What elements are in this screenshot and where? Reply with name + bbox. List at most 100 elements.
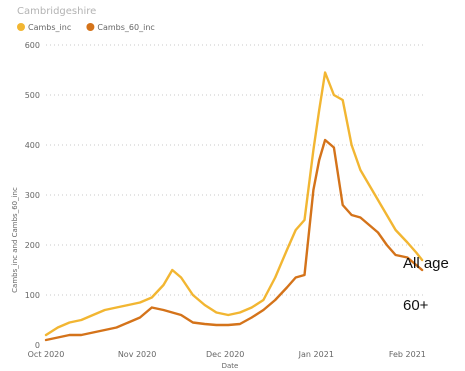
data-point-cambs-inc-2020-10-01	[45, 334, 47, 336]
annotations: All age 60+	[403, 255, 449, 314]
data-point-cambs-60-inc-2020-11-24	[203, 323, 206, 325]
data-point-cambs-60-inc-2020-11-02	[139, 316, 141, 319]
y-axis-label: Cambs_inc and Cambs_60_inc	[11, 187, 19, 293]
data-point-cambs-inc-2021-01-19	[368, 184, 371, 186]
data-point-cambs-inc-2021-02-01	[406, 241, 409, 244]
data-point-cambs-60-inc-2020-10-29	[127, 321, 130, 324]
series-line-cambs-inc	[44, 71, 424, 337]
data-point-cambs-60-inc-2020-12-10	[250, 316, 253, 319]
chart-legend: Cambs_inc Cambs_60_inc	[17, 23, 155, 32]
data-point-cambs-60-inc-2020-10-17	[92, 331, 94, 334]
data-point-cambs-60-inc-2020-10-09	[68, 334, 71, 336]
series-line-cambs-60-inc	[44, 138, 424, 342]
data-point-cambs-inc-2020-12-02	[227, 314, 230, 316]
data-point-cambs-inc-2020-12-10	[250, 306, 253, 309]
y-tick-label-100: 100	[25, 291, 40, 300]
x-tick-label-oct-2020: Oct 2020	[28, 350, 65, 359]
x-tick-label-nov-2020: Nov 2020	[118, 350, 157, 359]
data-point-cambs-inc-2020-10-09	[68, 321, 71, 324]
data-point-cambs-60-inc-2020-11-06	[150, 306, 153, 309]
data-point-cambs-inc-2021-01-04	[324, 71, 326, 74]
data-point-cambs-inc-2020-11-13	[171, 269, 174, 271]
data-point-cambs-60-inc-2021-01-07	[333, 146, 335, 149]
data-point-cambs-inc-2020-10-25	[115, 306, 118, 309]
series-lines	[44, 71, 424, 342]
data-point-cambs-60-inc-2021-01-13	[350, 214, 353, 216]
data-point-cambs-60-inc-2020-11-28	[215, 324, 218, 326]
data-point-cambs-inc-2020-11-10	[162, 284, 165, 286]
data-point-cambs-60-inc-2020-12-28	[303, 274, 306, 276]
data-point-cambs-60-inc-2021-01-28	[394, 254, 397, 256]
data-point-cambs-inc-2021-02-06	[421, 259, 423, 261]
data-point-cambs-60-inc-2020-10-01	[45, 339, 47, 341]
data-point-cambs-inc-2020-12-18	[274, 276, 277, 279]
y-tick-label-200: 200	[25, 241, 40, 250]
data-point-cambs-inc-2020-12-14	[262, 299, 265, 301]
data-point-cambs-inc-2021-01-13	[350, 144, 353, 146]
data-point-cambs-60-inc-2021-01-10	[341, 204, 344, 206]
data-point-cambs-inc-2020-11-06	[150, 296, 153, 299]
data-point-cambs-inc-2020-12-25	[294, 229, 297, 231]
y-tick-label-300: 300	[25, 191, 40, 200]
data-point-cambs-inc-2021-02-04	[415, 251, 418, 254]
data-point-cambs-inc-2021-01-28	[394, 229, 397, 231]
data-point-cambs-inc-2020-10-05	[56, 326, 59, 329]
data-point-cambs-60-inc-2020-11-13	[171, 311, 174, 314]
data-point-cambs-60-inc-2020-10-13	[80, 334, 83, 336]
data-point-cambs-60-inc-2021-01-04	[324, 139, 326, 141]
x-tick-label-dec-2020: Dec 2020	[206, 350, 244, 359]
data-point-cambs-60-inc-2021-02-06	[421, 269, 423, 271]
data-point-cambs-60-inc-2021-02-04	[415, 264, 418, 266]
data-point-cambs-60-inc-2021-01-16	[359, 216, 362, 219]
data-point-cambs-60-inc-2020-11-20	[192, 321, 194, 324]
data-point-cambs-inc-2020-11-20	[192, 294, 194, 296]
data-point-cambs-60-inc-2020-12-18	[274, 299, 277, 301]
data-point-cambs-inc-2020-12-28	[303, 219, 306, 221]
y-tick-label-0: 0	[35, 341, 40, 350]
data-point-cambs-60-inc-2020-12-31	[312, 189, 315, 191]
x-tick-label-jan-2021: Jan 2021	[298, 350, 334, 359]
data-point-cambs-60-inc-2020-10-21	[103, 329, 106, 331]
data-point-cambs-inc-2020-10-29	[127, 304, 130, 306]
chart-title: Cambridgeshire	[17, 6, 96, 17]
x-axis-ticks: Oct 2020 Nov 2020 Dec 2020 Jan 2021 Feb 2021	[28, 350, 426, 359]
data-point-cambs-inc-2020-11-16	[180, 276, 183, 279]
data-point-cambs-60-inc-2020-12-06	[239, 323, 241, 325]
data-point-cambs-60-inc-2020-11-10	[162, 309, 165, 311]
data-point-cambs-inc-2020-10-13	[80, 319, 83, 321]
x-axis-label: Date	[222, 362, 239, 370]
gridlines	[46, 44, 425, 296]
data-point-cambs-inc-2020-12-06	[239, 311, 241, 314]
data-point-cambs-60-inc-2021-02-01	[406, 256, 409, 259]
data-point-cambs-inc-2020-11-02	[139, 301, 141, 304]
data-point-cambs-60-inc-2021-01-02	[318, 159, 321, 161]
data-point-cambs-60-inc-2020-12-02	[227, 324, 230, 326]
data-point-cambs-inc-2021-01-16	[359, 169, 362, 171]
legend-label-cambs-inc: Cambs_inc	[28, 23, 71, 32]
y-axis-ticks: 0 100 200 300 400 500 600	[25, 41, 40, 350]
data-point-cambs-60-inc-2020-11-16	[180, 314, 183, 316]
annotation-all-age: All age	[403, 255, 449, 272]
data-point-cambs-inc-2020-11-28	[215, 311, 218, 314]
data-point-cambs-inc-2020-10-17	[92, 314, 94, 316]
legend-label-cambs-60-inc: Cambs_60_inc	[97, 23, 154, 32]
data-point-cambs-60-inc-2020-12-14	[262, 309, 265, 311]
data-point-cambs-inc-2021-01-10	[341, 99, 344, 101]
y-tick-label-600: 600	[25, 41, 40, 50]
data-point-cambs-60-inc-2020-10-25	[115, 326, 118, 329]
data-point-cambs-inc-2021-01-07	[333, 94, 335, 96]
data-point-cambs-60-inc-2020-12-22	[286, 286, 288, 289]
data-point-cambs-60-inc-2021-01-22	[377, 231, 379, 234]
y-tick-label-500: 500	[25, 91, 40, 100]
data-point-cambs-inc-2020-12-22	[286, 249, 288, 251]
data-point-cambs-inc-2020-10-21	[103, 309, 106, 311]
data-point-cambs-inc-2020-12-31	[312, 149, 315, 151]
x-tick-label-feb-2021: Feb 2021	[389, 350, 426, 359]
data-point-cambs-60-inc-2020-10-05	[56, 336, 59, 339]
data-point-cambs-60-inc-2021-01-19	[368, 224, 371, 226]
data-point-cambs-inc-2021-01-22	[377, 199, 379, 201]
data-point-cambs-inc-2020-11-24	[203, 304, 206, 306]
data-point-cambs-inc-2021-01-25	[385, 214, 388, 216]
y-tick-label-400: 400	[25, 141, 40, 150]
